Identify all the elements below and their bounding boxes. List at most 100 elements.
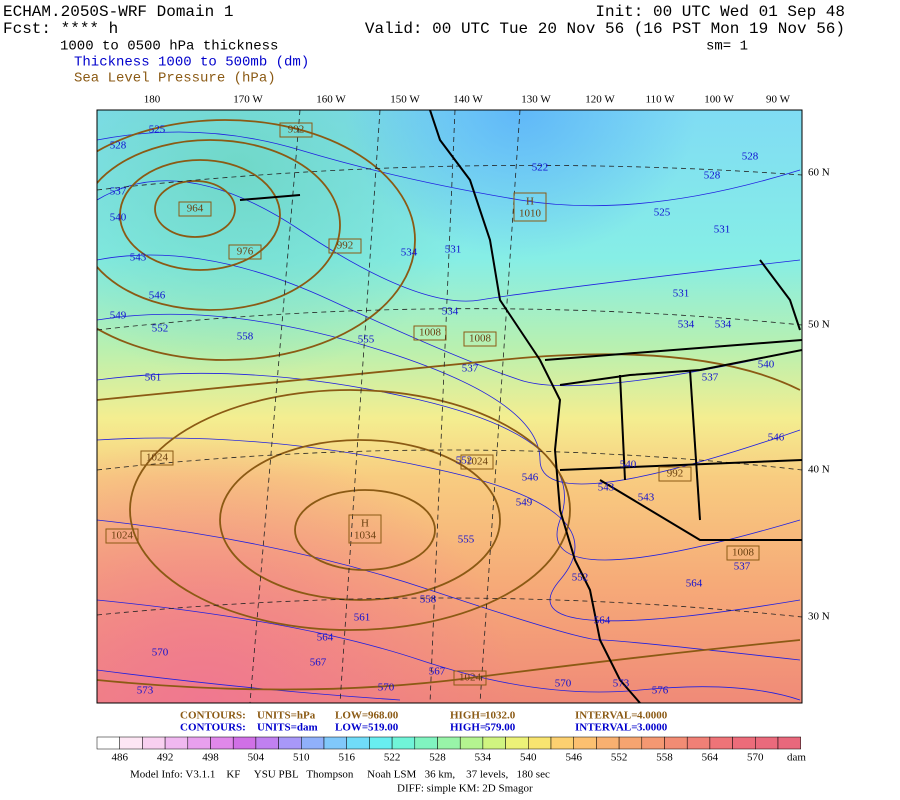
colorbar-swatch bbox=[664, 736, 688, 750]
latitude-label: 40 N bbox=[808, 464, 830, 476]
longitude-label: 150 W bbox=[390, 94, 420, 106]
thickness-label: 525 bbox=[149, 124, 166, 136]
pressure-label-box: 992 bbox=[328, 238, 362, 254]
thickness-label: 561 bbox=[145, 372, 162, 384]
longitude-label: 100 W bbox=[704, 94, 734, 106]
pressure-label-box: 1024 bbox=[453, 670, 487, 686]
longitude-label: 130 W bbox=[521, 94, 551, 106]
colorbar-swatch bbox=[301, 736, 325, 750]
colorbar-label: 570 bbox=[747, 752, 764, 764]
pressure-label: 1008 bbox=[732, 547, 755, 559]
colorbar-swatch bbox=[709, 736, 733, 750]
colorbar-swatch bbox=[686, 736, 711, 750]
pressure-contour-info: UNITS=hPa bbox=[257, 710, 316, 722]
colorbar: 486 492 498 504 510 516 522 528 534 540 546 552 558 5… bbox=[96, 736, 806, 764]
pressure-label: 1008 bbox=[419, 327, 442, 339]
thickness-label: 543 bbox=[638, 492, 655, 504]
pressure-contour-info: CONTOURS: bbox=[180, 710, 246, 722]
map-field bbox=[97, 110, 802, 703]
thickness-label: 537 bbox=[734, 561, 751, 573]
thickness-label: 537 bbox=[462, 363, 479, 375]
isobars bbox=[97, 119, 801, 691]
pressure-label: 992 bbox=[337, 240, 354, 252]
pressure-label: 1024 bbox=[111, 530, 134, 542]
thickness-label: 543 bbox=[598, 482, 615, 494]
thickness-label: 531 bbox=[673, 288, 690, 300]
thickness-label: 576 bbox=[652, 685, 669, 697]
high-marker: H bbox=[526, 196, 534, 208]
footer: CONTOURS: UNITS=hPa LOW= 968.00 HIGH=1032.0 I… bbox=[130, 710, 668, 795]
label-box bbox=[228, 244, 262, 260]
field-name: 1000 to 0500 hPa thickness bbox=[60, 39, 278, 55]
thickness-contour-info: INTERVAL= bbox=[575, 722, 638, 734]
graticule bbox=[97, 110, 802, 703]
colorbar-label: 552 bbox=[611, 752, 628, 764]
thickness-label: 570 bbox=[378, 682, 395, 694]
pressure-contour-info: 1032.0 bbox=[485, 710, 516, 722]
pressure-label: 1034 bbox=[354, 530, 377, 542]
label-box bbox=[413, 325, 447, 341]
thickness-label: 567 bbox=[429, 666, 446, 678]
thickness-label: 564 bbox=[317, 632, 334, 644]
colorbar-swatch bbox=[437, 736, 461, 750]
colorbar-swatch bbox=[119, 736, 143, 750]
thickness-label: 549 bbox=[110, 310, 127, 322]
label-box bbox=[463, 331, 497, 347]
pressure-label: 992 bbox=[288, 124, 305, 136]
colorbar-label: 546 bbox=[565, 752, 582, 764]
thickness-label: 558 bbox=[237, 331, 254, 343]
colorbar-label: 534 bbox=[475, 752, 492, 764]
model-info: Model Info: V3.1.1 KF YSU PBL Thompson N… bbox=[130, 769, 550, 781]
colorbar-swatch bbox=[459, 736, 484, 750]
pressure-legend: Sea Level Pressure (hPa) bbox=[74, 71, 276, 87]
pressure-label: 976 bbox=[237, 246, 254, 258]
thickness-label: 537 bbox=[702, 372, 719, 384]
thickness-label: 531 bbox=[714, 224, 731, 236]
pressure-label: 1008 bbox=[469, 333, 492, 345]
thickness-legend: Thickness 1000 to 500mb (dm) bbox=[74, 55, 309, 71]
colorbar-swatch bbox=[573, 736, 597, 750]
colorbar-swatch bbox=[346, 736, 370, 750]
colorbar-swatch bbox=[187, 736, 211, 750]
latitude-label: 50 N bbox=[808, 319, 830, 331]
thickness-label: 546 bbox=[522, 472, 539, 484]
pressure-label: 992 bbox=[667, 468, 684, 480]
init-time: Init: 00 UTC Wed 01 Sep 48 bbox=[595, 3, 845, 21]
pressure-contour-info: LOW= bbox=[335, 710, 368, 722]
colorbar-swatch bbox=[278, 736, 302, 750]
pressure-label-box: 1008 bbox=[413, 325, 447, 341]
thickness-label: 555 bbox=[358, 334, 375, 346]
colorbar-label: 486 bbox=[111, 752, 128, 764]
thickness-label: 564 bbox=[686, 578, 703, 590]
pressure-label-box: 1008 bbox=[463, 331, 497, 347]
thickness-label: 552 bbox=[572, 572, 589, 584]
latitude-labels: 60 N 50 N 40 N 30 N bbox=[808, 167, 830, 623]
colorbar-label: 522 bbox=[384, 752, 401, 764]
colorbar-label: 492 bbox=[157, 752, 174, 764]
thickness-label: 534 bbox=[715, 319, 732, 331]
thickness-label: 567 bbox=[310, 657, 327, 669]
thickness-label: 564 bbox=[594, 615, 611, 627]
pressure-contour-info: 968.00 bbox=[368, 710, 399, 722]
label-box bbox=[513, 192, 547, 222]
label-box bbox=[658, 466, 692, 482]
colorbar-unit: dam bbox=[787, 752, 806, 764]
label-box bbox=[105, 528, 139, 544]
thickness-label: 558 bbox=[420, 594, 437, 606]
pressure-label: 964 bbox=[187, 203, 204, 215]
thickness-label: 537 bbox=[110, 186, 127, 198]
pressure-label-box: 1024 bbox=[460, 454, 494, 470]
valid-time: Valid: 00 UTC Tue 20 Nov 56 (16 PST Mon … bbox=[365, 20, 845, 38]
pressure-contour-info: 4.0000 bbox=[637, 710, 668, 722]
map-frame bbox=[96, 109, 803, 704]
model-title: ECHAM.2050S-WRF Domain 1 bbox=[3, 3, 233, 21]
colorbar-swatch bbox=[164, 736, 189, 750]
thickness-label: 549 bbox=[516, 497, 533, 509]
colorbar-swatch bbox=[732, 736, 756, 750]
label-box bbox=[453, 670, 487, 686]
thickness-label: 534 bbox=[442, 306, 459, 318]
